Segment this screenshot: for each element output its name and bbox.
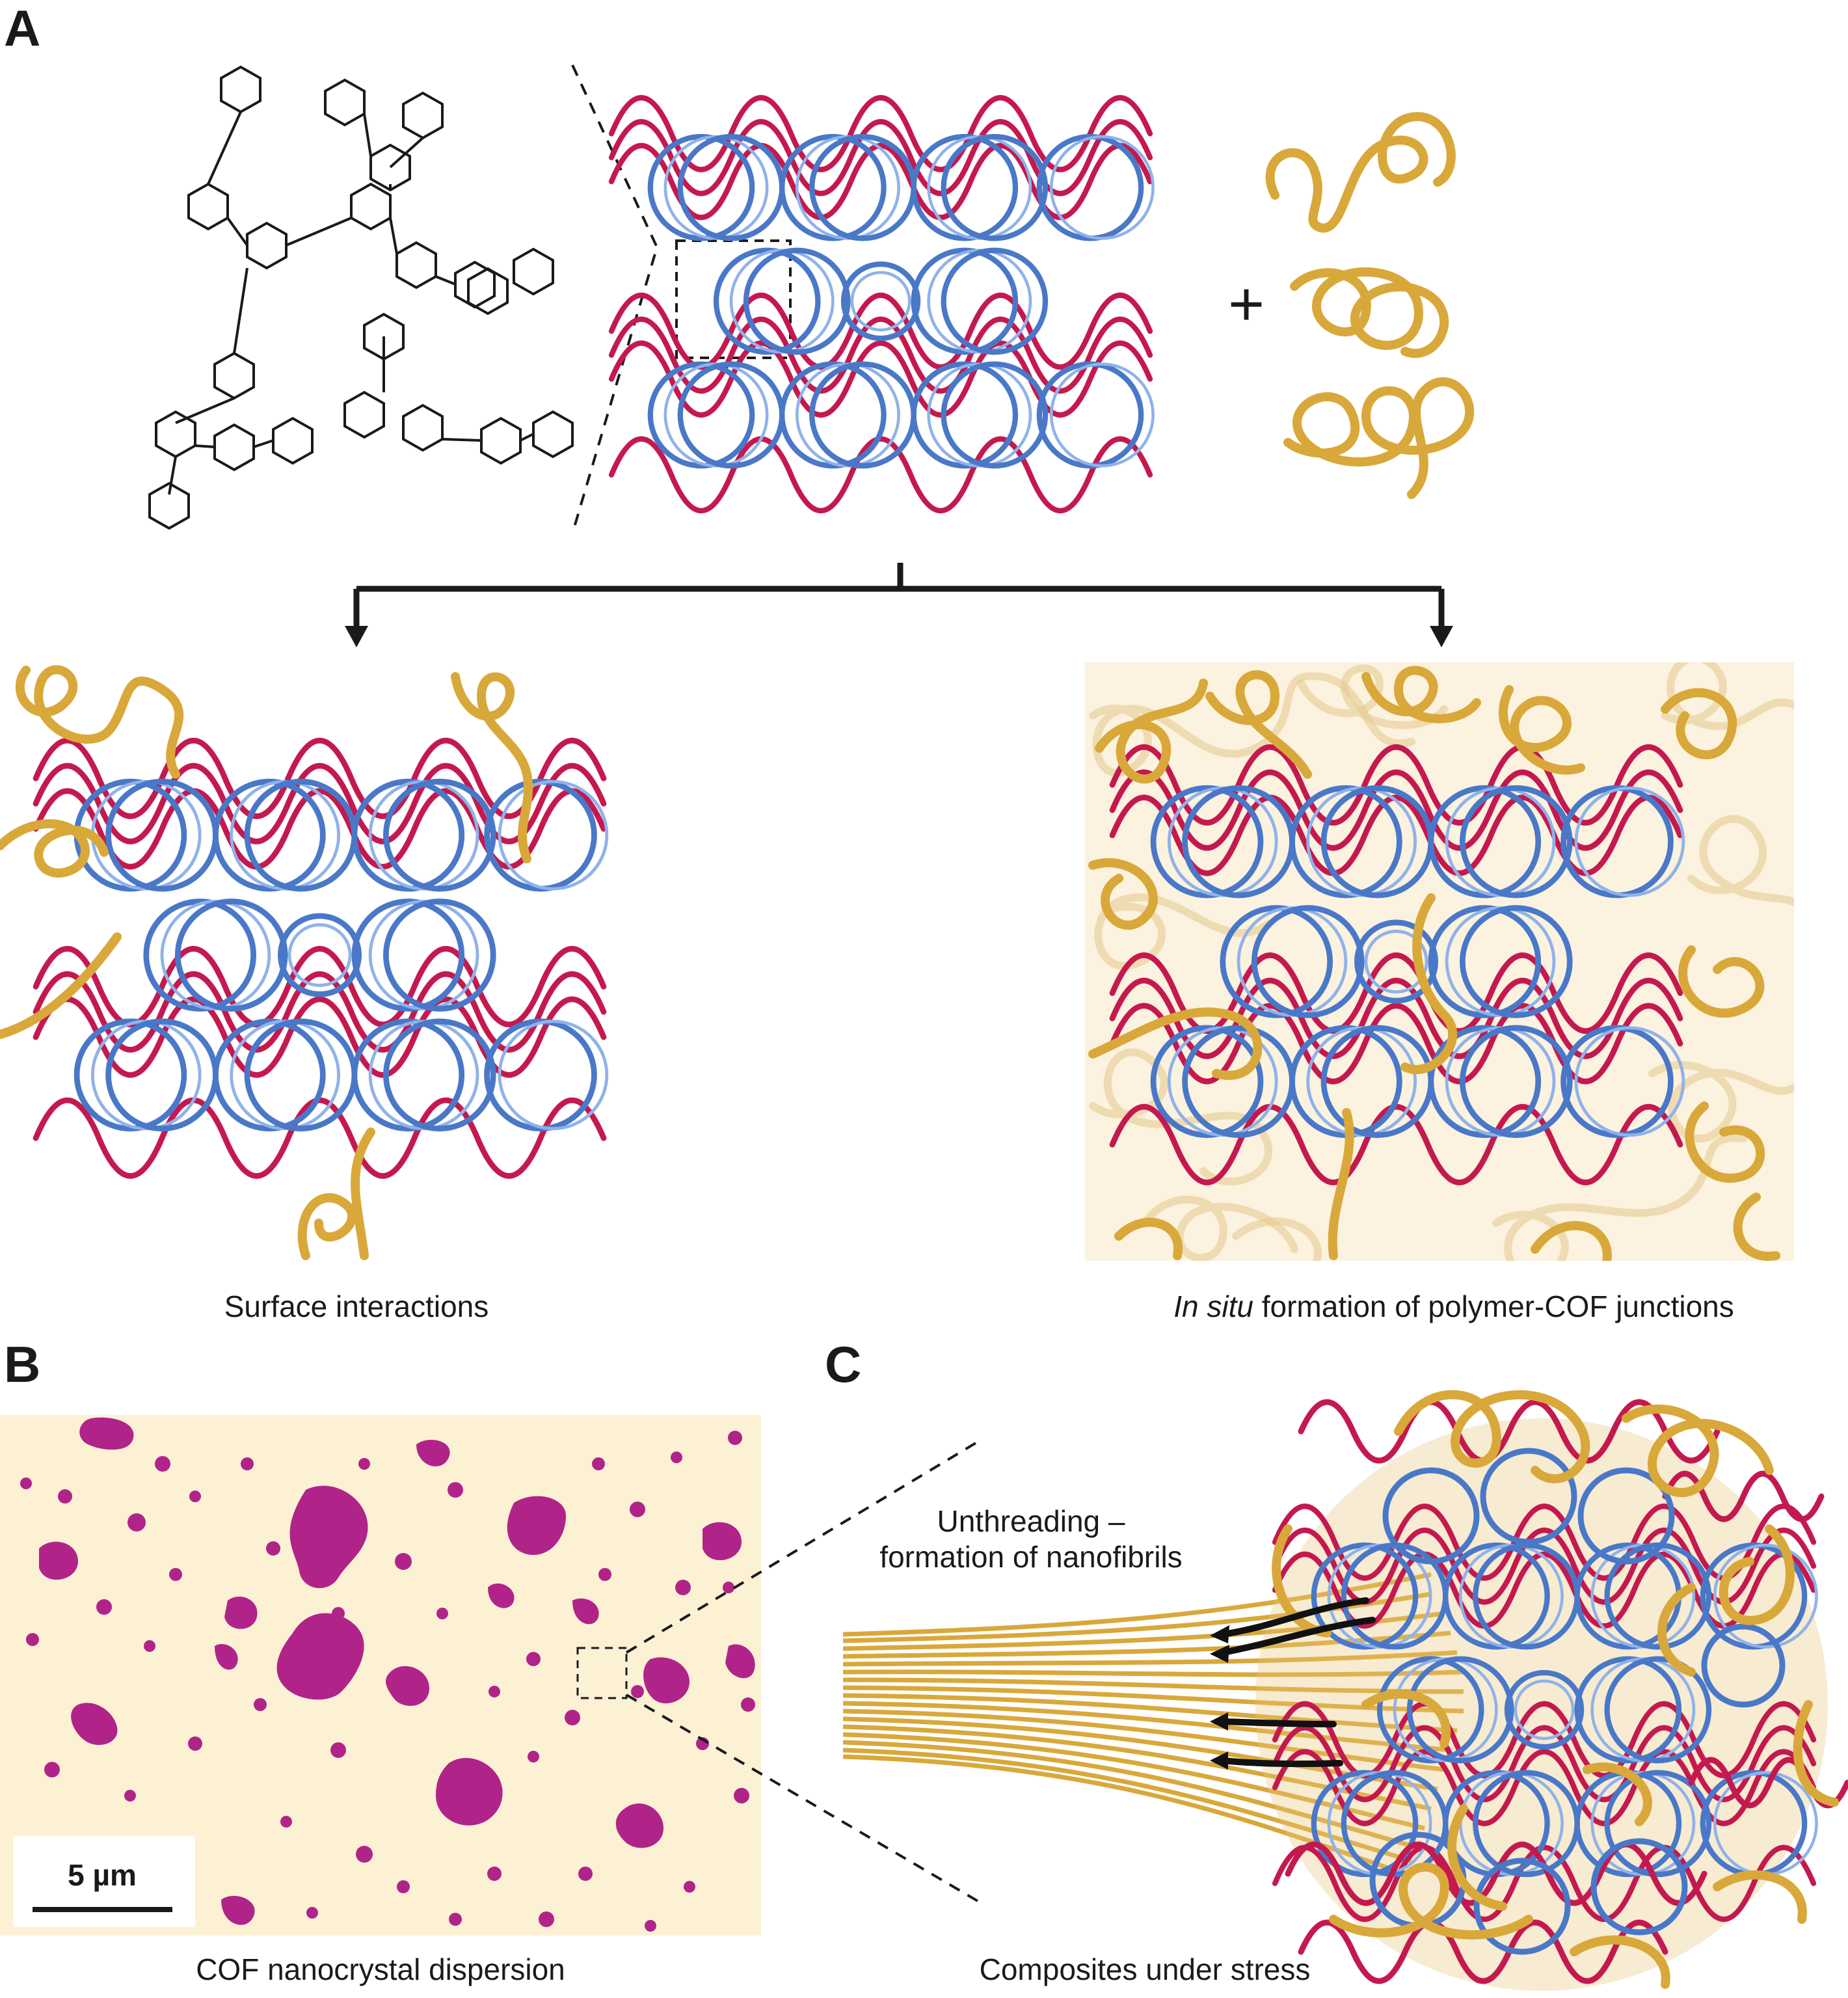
surface-polymer-chains: [0, 669, 528, 1256]
cof-structure-top: [611, 98, 1153, 511]
in-situ-panel: [1085, 658, 1808, 1278]
plus-sign: +: [1228, 269, 1265, 339]
caption-in-situ-rest: formation of polymer-COF junctions: [1253, 1289, 1734, 1323]
composite-under-stress: [843, 1395, 1847, 1991]
caption-surface-interactions: Surface interactions: [0, 1291, 713, 1321]
caption-cof-dispersion: COF nanocrystal dispersion: [0, 1954, 761, 1984]
polymer-chains: [1270, 116, 1470, 494]
branch-arrows: [356, 563, 1441, 628]
annotation-unthreading-line2: formation of nanofibrils: [859, 1542, 1203, 1572]
caption-in-situ-italic: In situ: [1173, 1289, 1253, 1323]
arrow-left-head: [345, 626, 368, 647]
cof-chemical-structure: [150, 67, 572, 528]
scale-bar-label: 5 µm: [68, 1858, 137, 1892]
caption-in-situ-junctions: In situ formation of polymer-COF junctio…: [1099, 1291, 1808, 1321]
annotation-unthreading-line1: Unthreading –: [859, 1506, 1203, 1536]
caption-composites-under-stress: Composites under stress: [904, 1954, 1386, 1984]
cof-surface-interactions: [36, 740, 607, 1176]
arrow-right-head: [1430, 626, 1453, 647]
